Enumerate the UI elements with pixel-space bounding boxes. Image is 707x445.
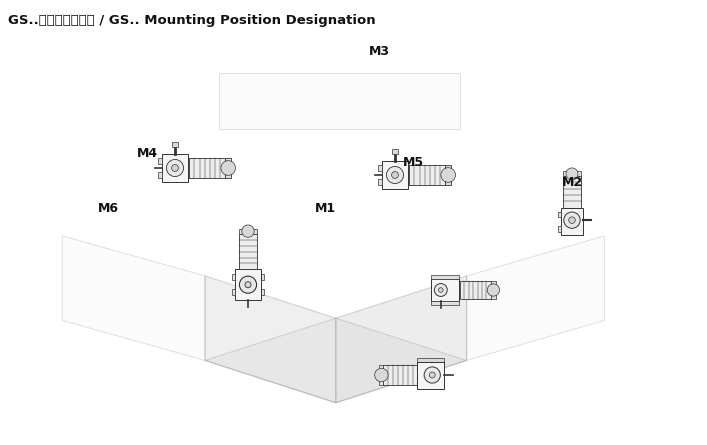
Text: M4: M4 — [136, 147, 158, 160]
FancyBboxPatch shape — [431, 301, 459, 305]
FancyBboxPatch shape — [491, 281, 496, 299]
FancyBboxPatch shape — [232, 274, 235, 280]
Circle shape — [242, 225, 255, 237]
FancyBboxPatch shape — [378, 179, 382, 185]
Polygon shape — [219, 73, 460, 129]
Polygon shape — [62, 236, 205, 360]
FancyBboxPatch shape — [563, 176, 581, 208]
FancyBboxPatch shape — [188, 158, 192, 164]
FancyBboxPatch shape — [382, 161, 409, 189]
Polygon shape — [205, 276, 336, 403]
Text: GS..安装位置示意图 / GS.. Mounting Position Designation: GS..安装位置示意图 / GS.. Mounting Position Des… — [8, 14, 375, 27]
FancyBboxPatch shape — [158, 158, 162, 164]
FancyBboxPatch shape — [235, 269, 261, 300]
Circle shape — [566, 168, 578, 180]
Circle shape — [487, 284, 500, 296]
Polygon shape — [205, 318, 467, 403]
FancyBboxPatch shape — [409, 165, 445, 186]
Circle shape — [438, 288, 443, 292]
FancyBboxPatch shape — [189, 158, 226, 178]
FancyBboxPatch shape — [558, 227, 561, 231]
Polygon shape — [467, 236, 604, 360]
FancyBboxPatch shape — [417, 358, 445, 361]
Circle shape — [240, 276, 257, 293]
FancyBboxPatch shape — [431, 279, 459, 301]
FancyBboxPatch shape — [239, 229, 257, 234]
FancyBboxPatch shape — [261, 274, 264, 280]
Circle shape — [424, 367, 440, 383]
FancyBboxPatch shape — [188, 172, 192, 178]
Text: M2: M2 — [562, 176, 583, 189]
Circle shape — [568, 217, 575, 223]
FancyBboxPatch shape — [561, 208, 583, 235]
Circle shape — [429, 372, 436, 378]
FancyBboxPatch shape — [431, 275, 459, 279]
Circle shape — [166, 159, 184, 177]
FancyBboxPatch shape — [261, 289, 264, 295]
Polygon shape — [336, 276, 467, 403]
Circle shape — [441, 168, 455, 182]
FancyBboxPatch shape — [379, 365, 383, 385]
FancyBboxPatch shape — [558, 212, 561, 217]
Circle shape — [387, 166, 404, 183]
Text: M1: M1 — [315, 202, 336, 215]
FancyBboxPatch shape — [383, 365, 417, 385]
Circle shape — [392, 172, 399, 178]
FancyBboxPatch shape — [232, 289, 235, 295]
FancyBboxPatch shape — [460, 281, 491, 299]
Text: M6: M6 — [98, 202, 119, 215]
FancyBboxPatch shape — [172, 142, 178, 147]
FancyBboxPatch shape — [445, 165, 451, 186]
Circle shape — [245, 282, 251, 288]
FancyBboxPatch shape — [563, 171, 581, 176]
FancyBboxPatch shape — [378, 165, 382, 171]
FancyBboxPatch shape — [392, 150, 398, 154]
FancyBboxPatch shape — [409, 165, 412, 171]
Circle shape — [434, 283, 448, 296]
FancyBboxPatch shape — [409, 179, 412, 185]
Circle shape — [564, 212, 580, 228]
FancyBboxPatch shape — [417, 361, 445, 388]
FancyBboxPatch shape — [162, 154, 188, 182]
Circle shape — [375, 368, 388, 382]
Text: M5: M5 — [403, 156, 424, 169]
Text: M3: M3 — [369, 44, 390, 57]
FancyBboxPatch shape — [239, 234, 257, 269]
Circle shape — [172, 165, 178, 171]
Circle shape — [221, 161, 235, 175]
FancyBboxPatch shape — [158, 172, 162, 178]
FancyBboxPatch shape — [226, 158, 231, 178]
